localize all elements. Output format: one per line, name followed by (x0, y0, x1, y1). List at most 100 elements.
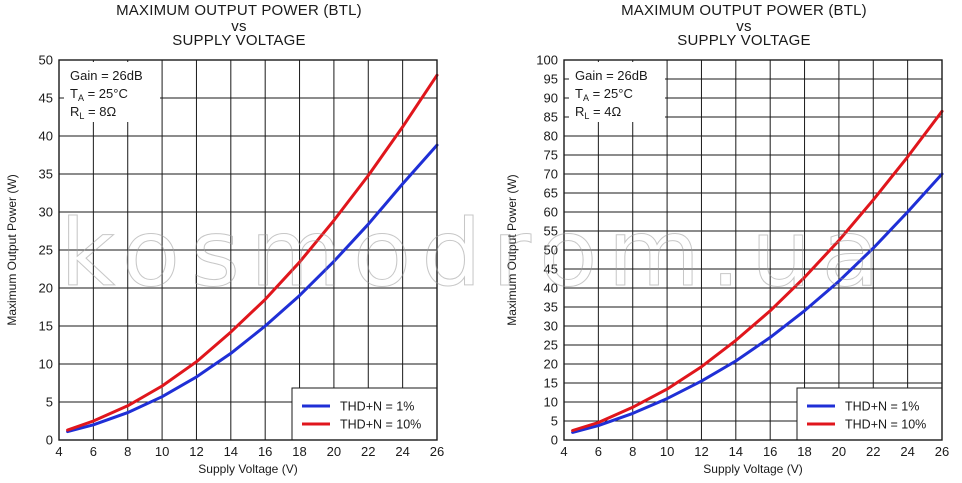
y-tick-label: 30 (544, 319, 558, 334)
y-tick-label: 40 (544, 281, 558, 296)
y-tick-label: 45 (39, 91, 53, 106)
temp-symbol: T (575, 86, 583, 101)
series-line-thd-10pct (571, 109, 944, 432)
y-tick-label: 35 (544, 300, 558, 315)
temp-symbol: T (70, 86, 78, 101)
temp-subscript: A (583, 93, 589, 103)
y-tick-label: 50 (39, 53, 53, 68)
x-tick-label: 26 (935, 444, 949, 459)
y-tick-label: 90 (544, 91, 558, 106)
y-tick-label: 45 (544, 262, 558, 277)
load-value: = 4Ω (589, 104, 621, 119)
x-tick-label: 16 (258, 444, 272, 459)
temp-subscript: A (78, 93, 84, 103)
y-tick-label: 55 (544, 224, 558, 239)
y-tick-label: 35 (39, 167, 53, 182)
load-value: = 8Ω (84, 104, 116, 119)
x-tick-label: 10 (155, 444, 169, 459)
y-axis-label: Maximum Output Power (W) (505, 174, 519, 325)
annotation-box (569, 62, 665, 122)
y-tick-label: 60 (544, 205, 558, 220)
annotation-box (64, 62, 160, 122)
annotation-temperature: TA = 25°C (70, 86, 128, 103)
legend-label: THD+N = 10% (845, 418, 926, 432)
x-tick-label: 18 (292, 444, 306, 459)
x-tick-label: 26 (430, 444, 444, 459)
x-tick-label: 14 (729, 444, 743, 459)
x-tick-label: 14 (224, 444, 238, 459)
y-tick-label: 15 (544, 376, 558, 391)
x-axis-label: Supply Voltage (V) (198, 462, 297, 476)
x-tick-label: 22 (361, 444, 375, 459)
y-tick-label: 100 (536, 53, 558, 68)
y-tick-label: 0 (46, 433, 53, 448)
y-tick-label: 80 (544, 129, 558, 144)
chart-title-line: vs (231, 18, 246, 35)
x-axis-label: Supply Voltage (V) (703, 462, 802, 476)
x-tick-label: 20 (832, 444, 846, 459)
annotation-gain: Gain = 26dB (575, 68, 648, 83)
y-tick-label: 65 (544, 186, 558, 201)
load-symbol: R (70, 104, 79, 119)
plot-frame (58, 59, 438, 441)
y-tick-label: 10 (544, 395, 558, 410)
x-tick-label: 12 (189, 444, 203, 459)
legend-label: THD+N = 1% (340, 400, 414, 414)
x-tick-label: 6 (595, 444, 602, 459)
y-axis-label: Maximum Output Power (W) (5, 174, 19, 325)
x-tick-label: 6 (90, 444, 97, 459)
plot-frame (563, 59, 943, 441)
x-tick-label: 8 (629, 444, 636, 459)
annotation-gain: Gain = 26dB (70, 68, 143, 83)
load-subscript: L (584, 111, 589, 121)
annotation-load: RL = 8Ω (70, 104, 116, 121)
temp-value: = 25°C (589, 86, 633, 101)
x-tick-label: 18 (797, 444, 811, 459)
y-tick-label: 85 (544, 110, 558, 125)
x-tick-label: 4 (560, 444, 567, 459)
y-tick-label: 10 (39, 357, 53, 372)
series-line-thd-10pct (66, 73, 439, 432)
y-tick-label: 0 (551, 433, 558, 448)
chart-title-line: SUPPLY VOLTAGE (677, 32, 810, 49)
x-tick-label: 12 (694, 444, 708, 459)
y-tick-label: 75 (544, 148, 558, 163)
watermark-text: kosmodrom.ua (60, 200, 890, 307)
chart-title-line: vs (736, 18, 751, 35)
y-tick-label: 5 (551, 414, 558, 429)
load-subscript: L (79, 111, 84, 121)
temp-value: = 25°C (84, 86, 128, 101)
y-tick-label: 50 (544, 243, 558, 258)
y-tick-label: 20 (544, 357, 558, 372)
y-tick-label: 70 (544, 167, 558, 182)
legend-label: THD+N = 10% (340, 418, 421, 432)
y-tick-label: 95 (544, 72, 558, 87)
load-symbol: R (575, 104, 584, 119)
y-tick-label: 40 (39, 129, 53, 144)
x-tick-label: 24 (900, 444, 914, 459)
x-tick-label: 16 (763, 444, 777, 459)
y-tick-label: 20 (39, 281, 53, 296)
series-line-thd-1pct (66, 143, 439, 434)
chart-title-line: MAXIMUM OUTPUT POWER (BTL) (621, 2, 867, 19)
legend-box (796, 387, 943, 441)
x-tick-label: 24 (395, 444, 409, 459)
legend-box (291, 387, 438, 441)
chart-title-line: SUPPLY VOLTAGE (172, 32, 305, 49)
annotation-load: RL = 4Ω (575, 104, 621, 121)
chart-title-line: MAXIMUM OUTPUT POWER (BTL) (116, 2, 362, 19)
series-line-thd-1pct (571, 172, 944, 434)
annotation-temperature: TA = 25°C (575, 86, 633, 103)
y-tick-label: 5 (46, 395, 53, 410)
y-tick-label: 15 (39, 319, 53, 334)
x-tick-label: 4 (55, 444, 62, 459)
x-tick-label: 8 (124, 444, 131, 459)
legend-label: THD+N = 1% (845, 400, 919, 414)
y-tick-label: 30 (39, 205, 53, 220)
x-tick-label: 10 (660, 444, 674, 459)
y-tick-label: 25 (39, 243, 53, 258)
y-tick-label: 25 (544, 338, 558, 353)
